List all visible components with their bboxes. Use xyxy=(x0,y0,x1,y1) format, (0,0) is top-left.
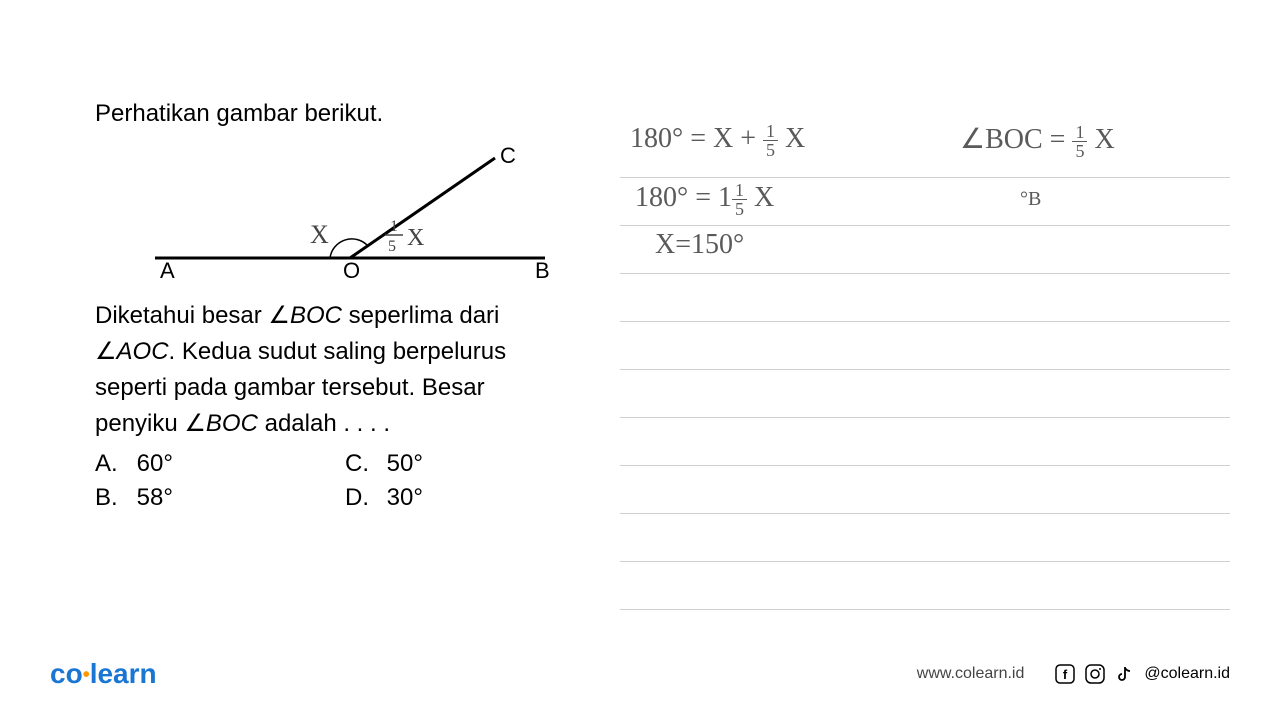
angle-boc: BOC xyxy=(290,302,342,329)
answer-options: A. 60° C. 50° B. 58° D. 30° xyxy=(95,447,595,515)
angle-boc2: BOC xyxy=(206,410,258,437)
option-letter: B. xyxy=(95,484,130,512)
label-a: A xyxy=(160,258,175,283)
frac-den: 5 xyxy=(388,238,396,255)
label-c: C xyxy=(500,143,516,168)
hw-eq2: 180° = 115 X xyxy=(635,181,774,218)
option-b[interactable]: B. 58° xyxy=(95,481,345,515)
option-c[interactable]: C. 50° xyxy=(345,447,595,481)
svg-text:f: f xyxy=(1063,667,1068,682)
tiktok-icon[interactable] xyxy=(1114,663,1136,685)
body-text: . Kedua sudut saling berpelurus xyxy=(169,338,507,365)
social-icons: f @colearn.id xyxy=(1054,663,1230,685)
body-text: adalah . . . . xyxy=(258,410,390,437)
logo: co•learn xyxy=(50,658,157,690)
website-url[interactable]: www.colearn.id xyxy=(917,665,1025,683)
option-letter: A. xyxy=(95,450,130,478)
handwriting-notes: 180° = X + 15 X ∠BOC = 15 X 180° = 115 X… xyxy=(620,130,1230,610)
logo-co: co xyxy=(50,658,83,689)
hw-mark: °B xyxy=(1020,188,1041,211)
question-title: Perhatikan gambar berikut. xyxy=(95,100,595,128)
logo-dot: • xyxy=(83,664,90,686)
question-panel: Perhatikan gambar berikut. A O B C X 1 5… xyxy=(95,100,595,515)
option-value: 50° xyxy=(387,450,423,477)
hw-eq1: 180° = X + 15 X xyxy=(630,122,805,159)
angle-diagram: A O B C X 1 5 X xyxy=(125,143,555,283)
body-text: seperlima dari xyxy=(342,302,499,329)
frac-x: X xyxy=(407,225,424,251)
facebook-icon[interactable]: f xyxy=(1054,663,1076,685)
option-letter: C. xyxy=(345,450,380,478)
option-value: 30° xyxy=(387,484,423,511)
footer-right: www.colearn.id f @colearn.id xyxy=(917,663,1230,685)
body-text: ∠ xyxy=(95,338,117,365)
footer: co•learn www.colearn.id f @colearn.id xyxy=(0,658,1280,690)
frac-num: 1 xyxy=(390,218,398,235)
instagram-icon[interactable] xyxy=(1084,663,1106,685)
option-letter: D. xyxy=(345,484,380,512)
social-handle: @colearn.id xyxy=(1144,665,1230,683)
angle-label-x: X xyxy=(310,220,329,249)
body-text: penyiku ∠ xyxy=(95,410,206,437)
option-a[interactable]: A. 60° xyxy=(95,447,345,481)
option-value: 60° xyxy=(137,450,173,477)
angle-aoc: AOC xyxy=(117,338,169,365)
hw-eq3: X=150° xyxy=(655,229,744,261)
label-o: O xyxy=(343,258,360,283)
label-b: B xyxy=(535,258,550,283)
body-text: Diketahui besar ∠ xyxy=(95,302,290,329)
question-body: Diketahui besar ∠BOC seperlima dari ∠AOC… xyxy=(95,298,595,442)
option-value: 58° xyxy=(137,484,173,511)
body-text: seperti pada gambar tersebut. Besar xyxy=(95,370,595,406)
logo-learn: learn xyxy=(90,658,157,689)
option-d[interactable]: D. 30° xyxy=(345,481,595,515)
hw-eq1-right: ∠BOC = 15 X xyxy=(960,122,1115,160)
